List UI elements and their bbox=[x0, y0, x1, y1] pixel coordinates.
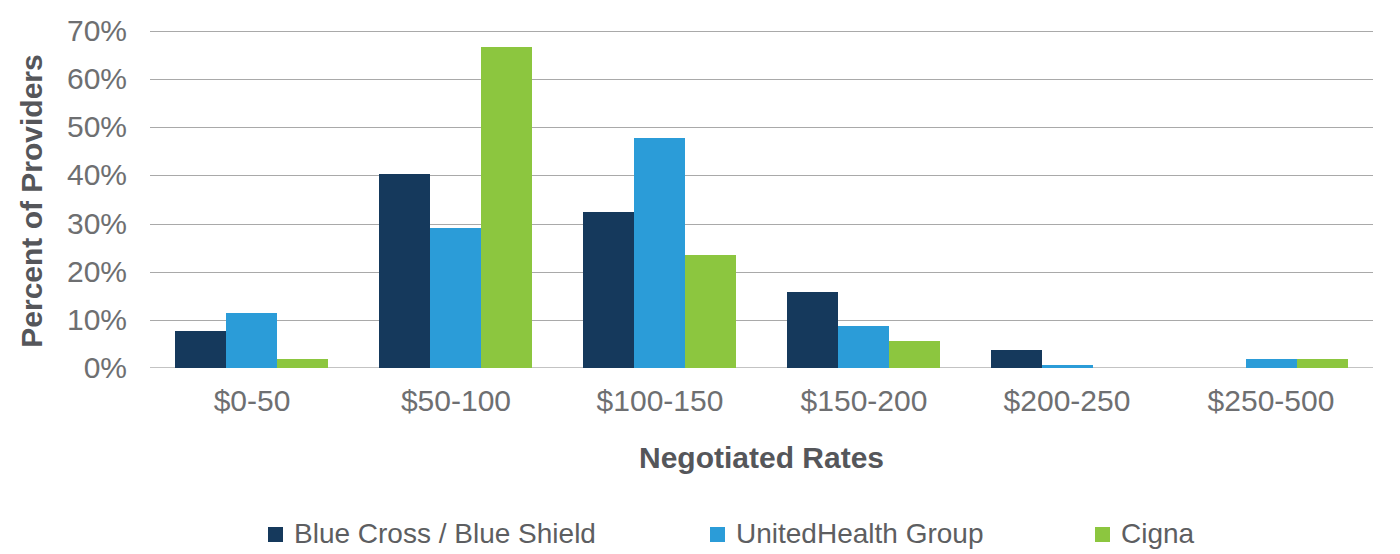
x-tick-label-200-250: $200-250 bbox=[965, 384, 1169, 418]
y-tick-label-30pct: 30% bbox=[0, 209, 127, 239]
y-tick-label-70pct: 70% bbox=[0, 16, 127, 46]
gridline-40pct bbox=[150, 175, 1373, 176]
x-tick-label-100-150: $100-150 bbox=[558, 384, 762, 418]
bar-blue-cross-blue-shield-0-50 bbox=[175, 331, 226, 368]
legend-swatch-unitedhealth-group bbox=[710, 527, 725, 542]
bar-blue-cross-blue-shield-100-150 bbox=[583, 212, 634, 368]
bar-cigna-50-100 bbox=[481, 47, 532, 368]
legend-item-blue-cross-blue-shield: Blue Cross / Blue Shield bbox=[268, 518, 596, 550]
gridline-0pct bbox=[150, 367, 1373, 368]
bar-unitedhealth-group-50-100 bbox=[430, 228, 481, 368]
bar-cigna-100-150 bbox=[685, 255, 736, 368]
legend-label-cigna: Cigna bbox=[1121, 518, 1194, 550]
bar-blue-cross-blue-shield-150-200 bbox=[787, 292, 838, 368]
bar-blue-cross-blue-shield-200-250 bbox=[991, 350, 1042, 368]
legend-item-cigna: Cigna bbox=[1095, 518, 1194, 550]
y-tick-label-50pct: 50% bbox=[0, 112, 127, 142]
gridline-70pct bbox=[150, 31, 1373, 32]
bar-chart: Percent of Providers 0%10%20%30%40%50%60… bbox=[0, 0, 1400, 554]
x-tick-label-50-100: $50-100 bbox=[354, 384, 558, 418]
legend-item-unitedhealth-group: UnitedHealth Group bbox=[710, 518, 983, 550]
gridline-10pct bbox=[150, 320, 1373, 321]
y-tick-label-20pct: 20% bbox=[0, 257, 127, 287]
x-tick-label-250-500: $250-500 bbox=[1169, 384, 1373, 418]
bar-cigna-150-200 bbox=[889, 341, 940, 368]
legend-swatch-blue-cross-blue-shield bbox=[268, 527, 283, 542]
gridline-60pct bbox=[150, 79, 1373, 80]
gridline-30pct bbox=[150, 224, 1373, 225]
y-tick-label-60pct: 60% bbox=[0, 64, 127, 94]
legend-swatch-cigna bbox=[1095, 527, 1110, 542]
bar-unitedhealth-group-200-250 bbox=[1042, 365, 1093, 368]
bar-unitedhealth-group-100-150 bbox=[634, 138, 685, 368]
y-tick-label-40pct: 40% bbox=[0, 160, 127, 190]
y-tick-label-10pct: 10% bbox=[0, 305, 127, 335]
bar-cigna-250-500 bbox=[1297, 359, 1348, 368]
legend-label-unitedhealth-group: UnitedHealth Group bbox=[736, 518, 983, 550]
x-tick-label-0-50: $0-50 bbox=[150, 384, 354, 418]
bar-unitedhealth-group-0-50 bbox=[226, 313, 277, 368]
gridline-20pct bbox=[150, 272, 1373, 273]
plot-area bbox=[150, 31, 1373, 368]
bar-blue-cross-blue-shield-50-100 bbox=[379, 174, 430, 368]
y-tick-label-0pct: 0% bbox=[0, 353, 127, 383]
legend-label-blue-cross-blue-shield: Blue Cross / Blue Shield bbox=[294, 518, 596, 550]
bar-unitedhealth-group-250-500 bbox=[1246, 359, 1297, 368]
x-axis-title: Negotiated Rates bbox=[150, 443, 1373, 473]
x-tick-label-150-200: $150-200 bbox=[762, 384, 966, 418]
bar-unitedhealth-group-150-200 bbox=[838, 326, 889, 368]
bar-cigna-0-50 bbox=[277, 359, 328, 368]
gridline-50pct bbox=[150, 127, 1373, 128]
